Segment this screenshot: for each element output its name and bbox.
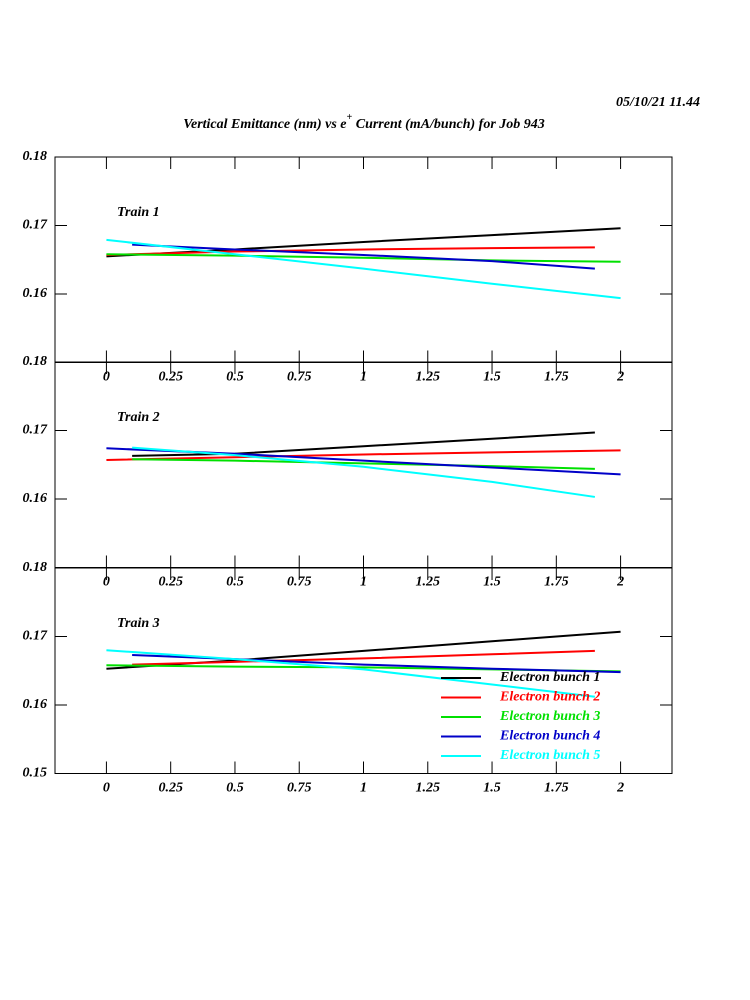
- x-tick-label: 0: [103, 781, 110, 796]
- data-line: [106, 238, 621, 300]
- plot-frame: [54, 156, 673, 363]
- x-tick-label: 1: [360, 575, 367, 590]
- y-tick-label: 0.17: [23, 629, 49, 644]
- data-line: [106, 449, 621, 461]
- y-tick-label: 0.16: [23, 697, 48, 712]
- title-part: Current (mA/bunch) for Job 943: [352, 117, 545, 132]
- legend-label: Electron bunch 4: [499, 729, 600, 744]
- x-tick-label: 1: [360, 781, 367, 796]
- x-tick-label: 2: [616, 370, 624, 385]
- x-tick-label: 0.75: [287, 781, 312, 796]
- legend-label: Electron bunch 3: [499, 709, 600, 724]
- y-tick-label: 0.16: [23, 491, 48, 506]
- y-tick-label: 0.17: [23, 423, 49, 438]
- x-tick-label: 1.25: [416, 781, 441, 796]
- x-tick-label: 0.25: [158, 370, 183, 385]
- legend-label: Electron bunch 2: [499, 690, 600, 705]
- timestamp: 05/10/21 11.44: [616, 95, 700, 110]
- y-tick-label: 0.18: [23, 149, 48, 164]
- plot-frame: [54, 361, 673, 568]
- x-tick-label: 2: [616, 575, 624, 590]
- x-tick-label: 0.25: [158, 781, 183, 796]
- x-tick-label: 1.75: [544, 781, 569, 796]
- data-line: [132, 649, 595, 666]
- y-tick-label: 0.18: [23, 560, 48, 575]
- x-tick-label: 1.5: [483, 575, 501, 590]
- x-tick-label: 1.75: [544, 575, 569, 590]
- title-sup: +: [347, 112, 353, 123]
- legend-label: Electron bunch 1: [499, 670, 600, 685]
- x-tick-label: 0: [103, 370, 110, 385]
- title-part: Vertical Emittance (nm) vs e: [183, 117, 346, 132]
- panel-title: Train 1: [117, 205, 160, 220]
- data-line: [106, 649, 595, 698]
- x-tick-label: 1.25: [416, 370, 441, 385]
- data-line: [132, 458, 595, 470]
- y-tick-label: 0.17: [23, 218, 49, 233]
- x-tick-label: 1.5: [483, 370, 501, 385]
- y-tick-label: 0.16: [23, 286, 48, 301]
- x-tick-label: 0.5: [226, 781, 244, 796]
- x-tick-label: 1.25: [416, 575, 441, 590]
- chart-title: Vertical Emittance (nm) vs e+ Current (m…: [183, 112, 545, 132]
- x-tick-label: 0.75: [287, 370, 312, 385]
- data-line: [106, 246, 595, 256]
- x-tick-label: 0.5: [226, 575, 244, 590]
- data-line: [132, 431, 595, 457]
- data-line: [106, 253, 621, 263]
- panel-title: Train 3: [117, 616, 160, 631]
- x-tick-label: 1.75: [544, 370, 569, 385]
- panel-title: Train 2: [117, 410, 160, 425]
- x-tick-label: 0.25: [158, 575, 183, 590]
- y-tick-label: 0.18: [23, 354, 48, 369]
- y-tick-label: 0.15: [23, 766, 48, 781]
- data-line: [132, 243, 595, 270]
- x-tick-label: 0: [103, 575, 110, 590]
- x-tick-label: 0.5: [226, 370, 244, 385]
- x-tick-label: 2: [616, 781, 624, 796]
- legend-label: Electron bunch 5: [499, 748, 600, 763]
- data-line: [132, 653, 621, 674]
- x-tick-label: 0.75: [287, 575, 312, 590]
- x-tick-label: 1: [360, 370, 367, 385]
- data-line: [132, 446, 596, 498]
- x-tick-label: 1.5: [483, 781, 501, 796]
